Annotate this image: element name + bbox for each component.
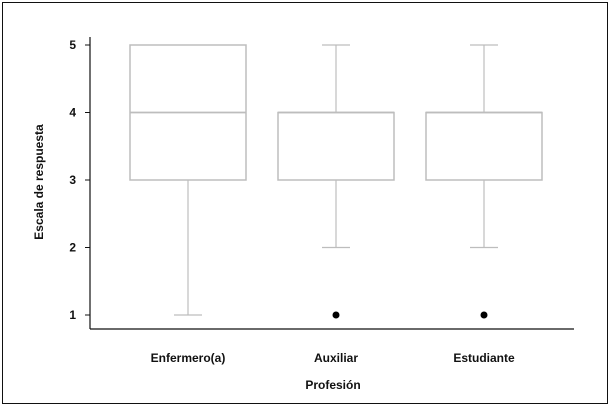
outlier-point (332, 311, 340, 319)
box-iqr (425, 111, 543, 181)
y-tick-label: 5 (69, 38, 76, 52)
x-tick-label: Estudiante (453, 351, 515, 365)
box-iqr (277, 111, 395, 181)
y-axis-title: Escala de respuesta (32, 124, 46, 240)
y-tick-label: 2 (69, 241, 76, 255)
box-group (277, 44, 395, 319)
boxes (129, 44, 543, 319)
boxplot-chart: 1 2 3 4 5 Enfermero(a) Auxiliar Estudiante Esc… (32, 37, 574, 392)
axes (89, 37, 574, 330)
x-tick-labels: Enfermero(a) Auxiliar Estudiante (151, 351, 515, 365)
x-tick-label: Auxiliar (314, 351, 358, 365)
y-tick-label: 1 (69, 308, 76, 322)
outlier-point (480, 311, 488, 319)
x-axis-title: Profesión (305, 378, 360, 392)
x-tick-label: Enfermero(a) (151, 351, 226, 365)
box-group (425, 44, 543, 319)
y-tick-label: 4 (69, 106, 76, 120)
box-group (129, 44, 247, 316)
y-ticks: 1 2 3 4 5 (69, 38, 90, 322)
y-tick-label: 3 (69, 173, 76, 187)
